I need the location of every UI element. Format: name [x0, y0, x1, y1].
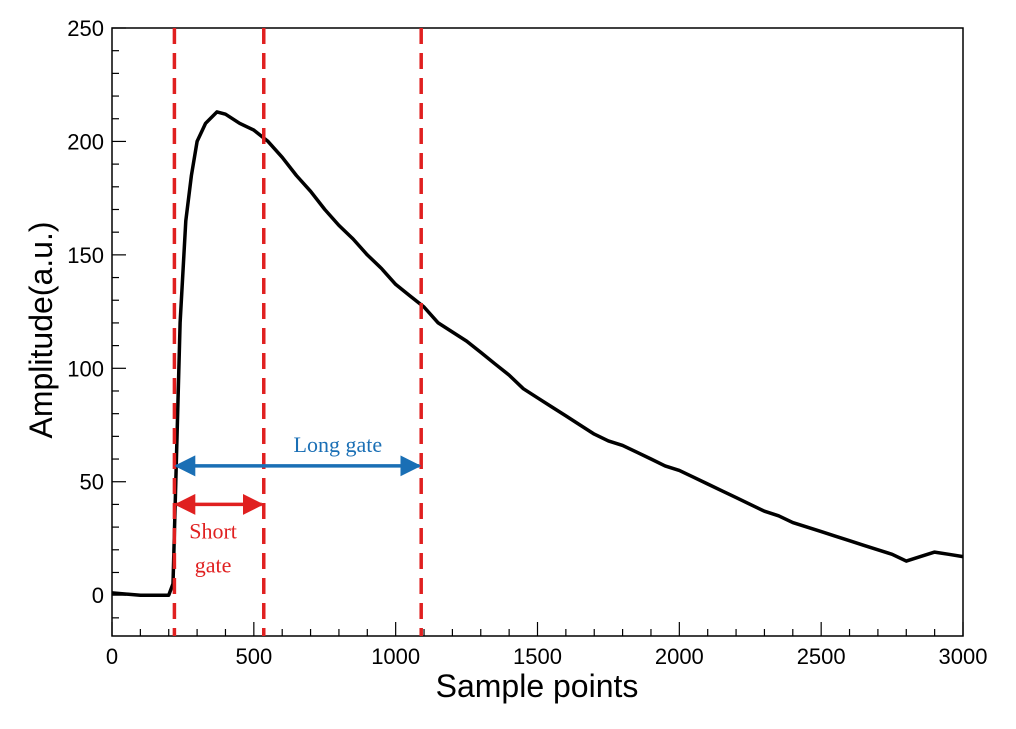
series-0-line — [111, 110, 964, 597]
x-tick-label: 1000 — [371, 644, 420, 669]
short-gate-label-line2: gate — [195, 552, 232, 577]
gate-vlines — [172, 28, 423, 636]
x-tick-label: 1500 — [513, 644, 562, 669]
y-axis-title: Amplitude(a.u.) — [23, 222, 59, 439]
y-tick-label: 100 — [67, 356, 104, 381]
x-tick-label: 2000 — [655, 644, 704, 669]
y-tick-label: 250 — [67, 16, 104, 41]
x-tick-label: 2500 — [797, 644, 846, 669]
short-gate-label-line1: Short — [189, 518, 237, 543]
y-tick-label: 150 — [67, 243, 104, 268]
x-tick-label: 500 — [235, 644, 272, 669]
plot-frame — [111, 27, 964, 637]
x-axis-title: Sample points — [436, 668, 639, 704]
y-tick-label: 200 — [67, 129, 104, 154]
x-axis-ticks: 0 500 1000 1500 2000 2500 3000 — [106, 622, 988, 669]
long-gate-label: Long gate — [294, 432, 383, 457]
y-tick-label: 50 — [80, 470, 104, 495]
y-axis-ticks: 0 50 100 150 200 250 — [67, 16, 126, 619]
x-tick-label: 3000 — [939, 644, 988, 669]
x-tick-label: 0 — [106, 644, 118, 669]
y-tick-label: 0 — [92, 583, 104, 608]
